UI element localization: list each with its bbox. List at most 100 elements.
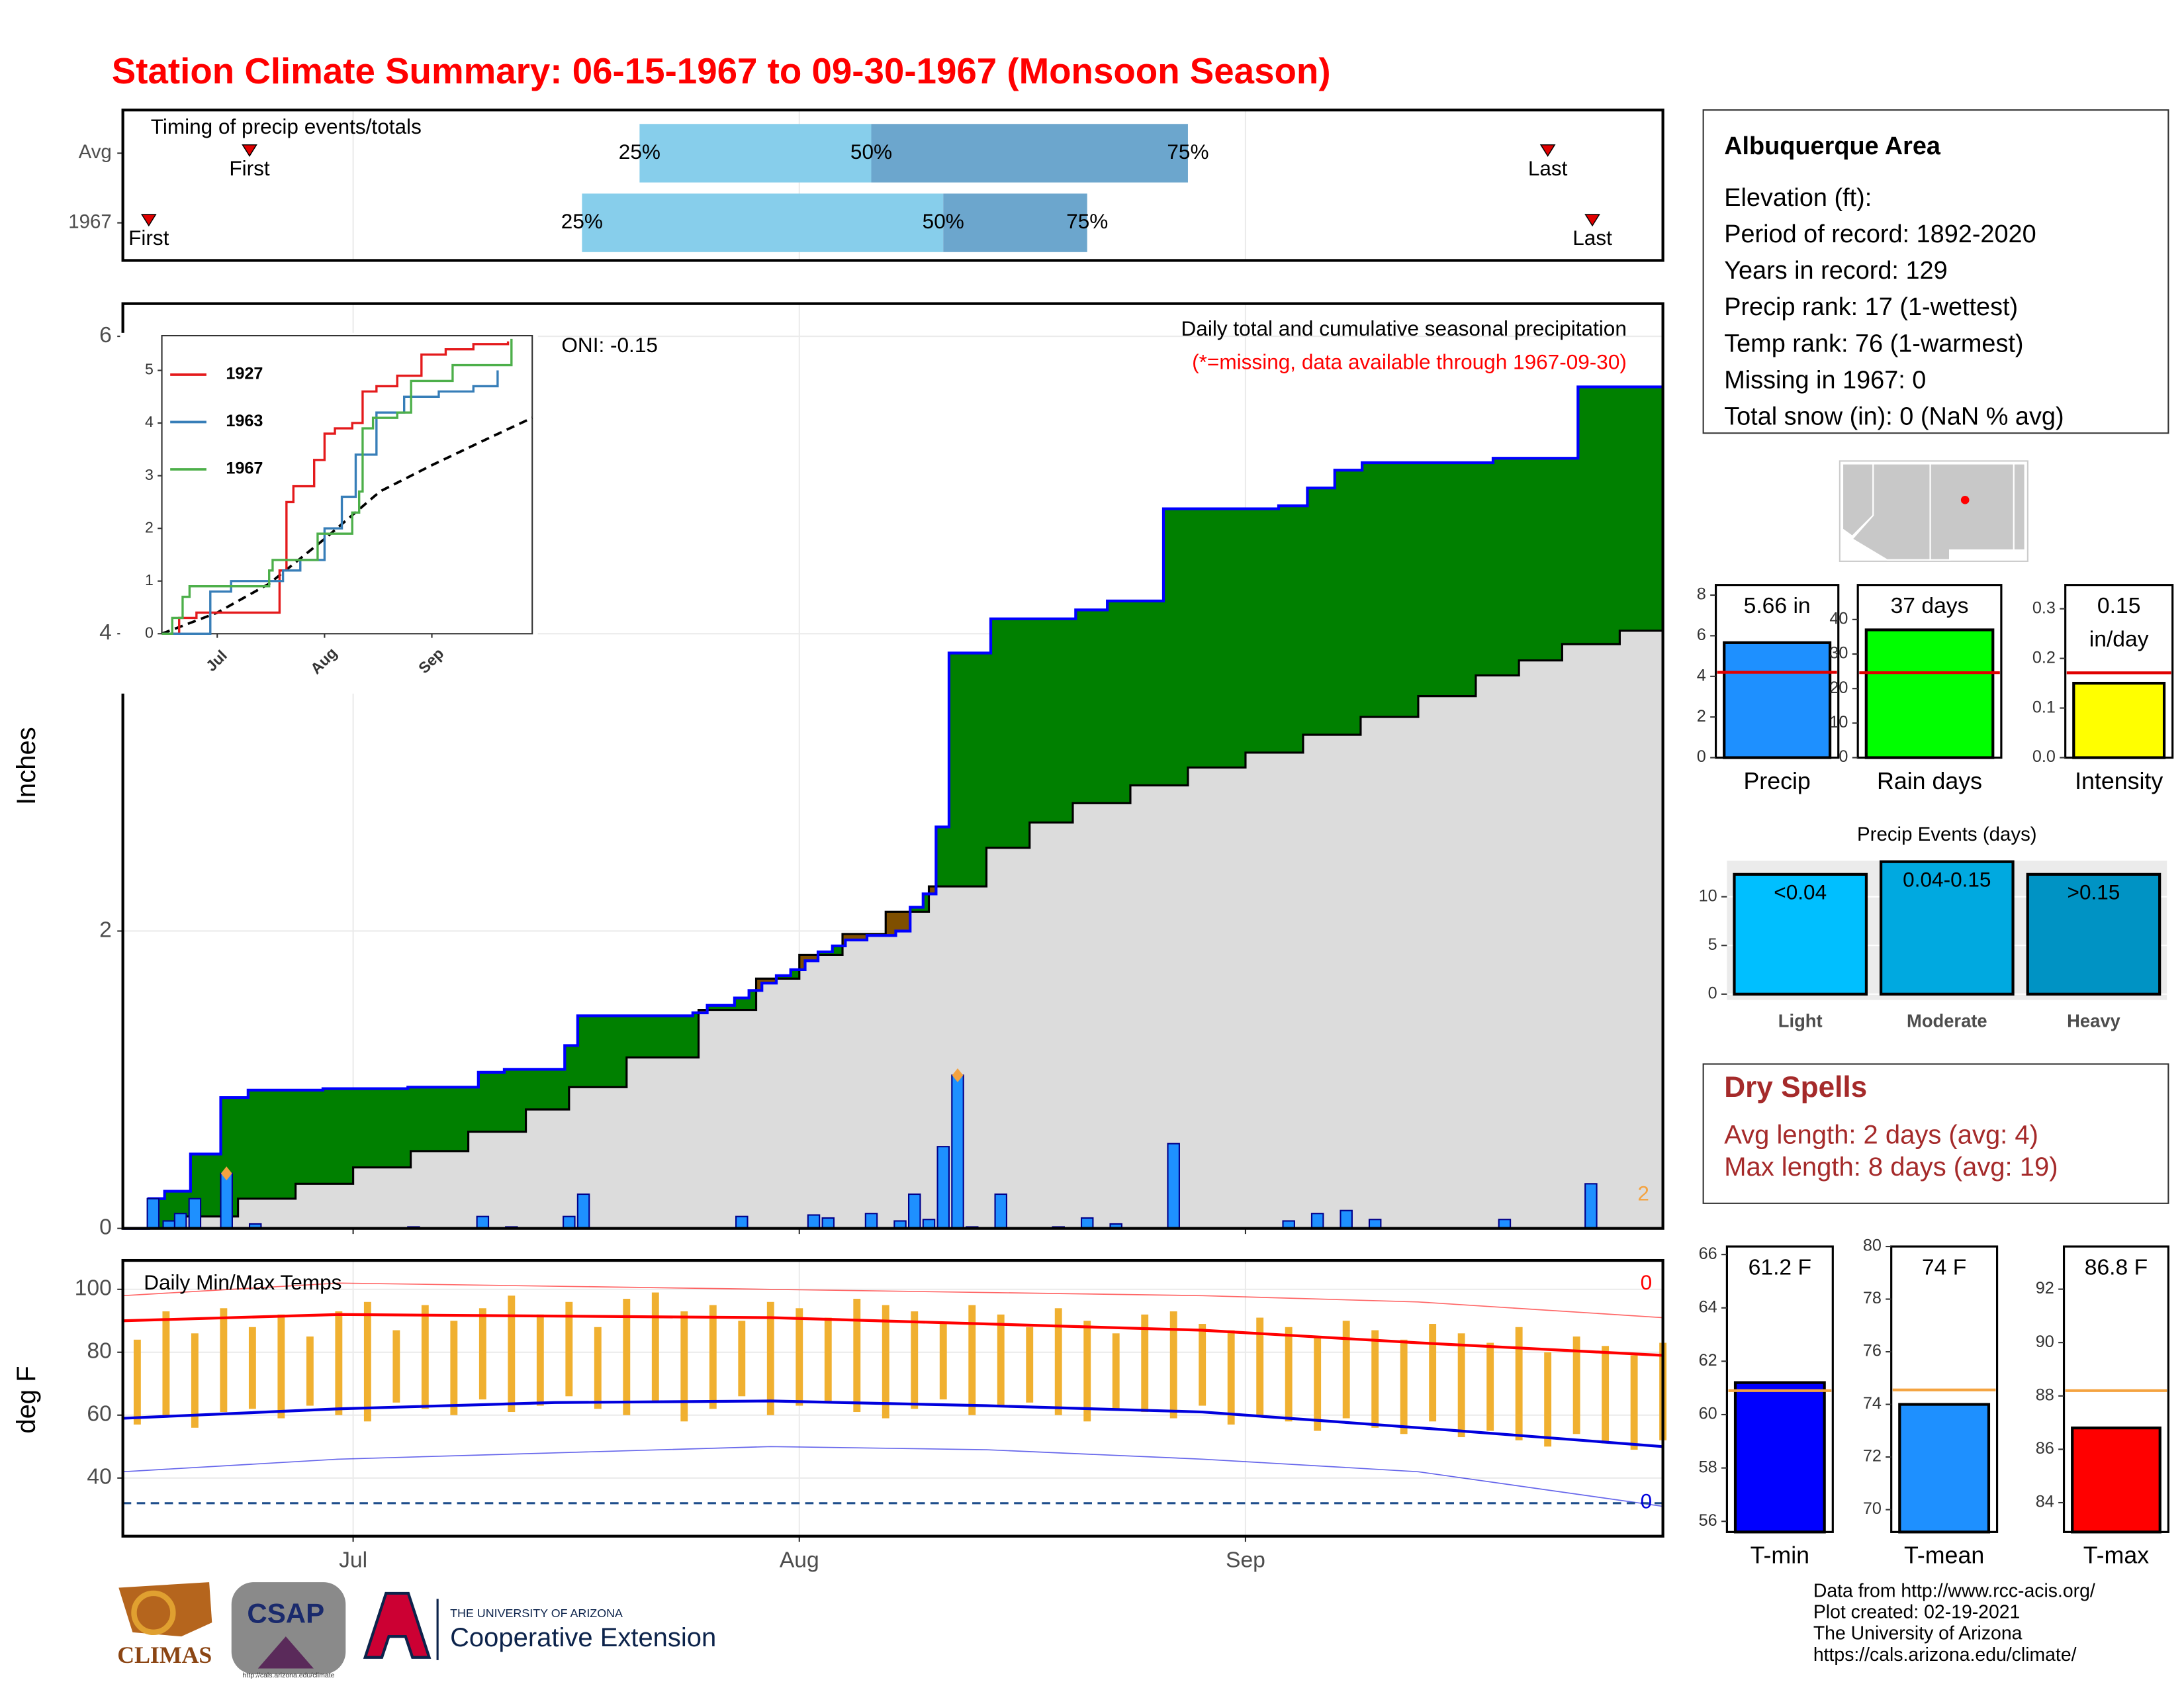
temp-range-bar	[565, 1301, 573, 1397]
temp-range-bar	[1227, 1330, 1235, 1425]
event-label: First	[128, 226, 169, 250]
y-tick-label: 0	[1697, 747, 1706, 766]
event-marker	[242, 144, 257, 158]
bar	[2026, 872, 2161, 996]
category-label: T-mean	[1904, 1542, 1984, 1569]
y-tick-label: 0.0	[2032, 747, 2056, 766]
event-label: Last	[1528, 156, 1568, 180]
info-line: Years in record: 129	[1724, 257, 1947, 285]
temp-range-bar	[133, 1339, 141, 1425]
map-location	[1960, 496, 1970, 504]
temp-range-bar	[478, 1308, 486, 1400]
temp-range-bar	[363, 1301, 371, 1422]
temp-range-bar	[1429, 1324, 1437, 1422]
temp-range-bar	[1054, 1308, 1062, 1415]
y-tick-label: 88	[2036, 1385, 2054, 1404]
y-tick-label: 40	[87, 1465, 111, 1489]
category-label: T-max	[2083, 1542, 2149, 1569]
event-marker	[1584, 214, 1600, 227]
y-tick-label: 74	[1863, 1394, 1882, 1413]
temp-range-bar	[248, 1327, 256, 1409]
temp-range-bar	[191, 1333, 199, 1428]
daily-bar	[576, 1193, 590, 1229]
value-label: 74 F	[1922, 1256, 1966, 1280]
daily-bar	[188, 1197, 202, 1229]
quartile-bar	[943, 193, 1087, 252]
value-label: 37 days	[1891, 594, 1969, 618]
quartile-label: 25%	[561, 209, 603, 233]
info-title: Albuquerque Area	[1724, 132, 1941, 160]
y-tick-label: 0	[145, 624, 154, 641]
y-tick-label: 10	[1829, 713, 1848, 731]
temp-range-bar	[1285, 1327, 1293, 1422]
y-tick-label: 92	[2036, 1279, 2054, 1297]
daily-bar	[936, 1146, 950, 1229]
y-tick-label: 10	[1699, 886, 1717, 905]
temp-range-bar	[882, 1305, 889, 1419]
y-tick-label: 60	[1699, 1405, 1717, 1423]
credit-line: Plot created: 02-19-2021	[1813, 1602, 2021, 1623]
value-label: 86.8 F	[2085, 1256, 2148, 1280]
daily-bar	[146, 1197, 160, 1229]
y-tick-label: 56	[1699, 1511, 1717, 1530]
daily-bar	[1584, 1183, 1598, 1229]
y-tick-label: 2	[1697, 707, 1706, 726]
event-label: First	[229, 156, 270, 180]
record-low-line	[122, 1446, 1663, 1507]
dry-spell-lines: Avg length: 2 days (avg: 4) Max length: 8…	[1724, 1120, 2058, 1181]
csap-name: CSAP	[247, 1598, 324, 1629]
daily-bar	[908, 1193, 921, 1229]
y-tick-label: 80	[87, 1339, 111, 1364]
x-tick-label: Aug	[780, 1548, 819, 1572]
temp-range-bar	[1486, 1342, 1494, 1431]
y-tick-label: 76	[1863, 1342, 1882, 1360]
daily-bar	[994, 1193, 1007, 1229]
series-line	[161, 370, 499, 635]
temp-range-bar	[1572, 1336, 1580, 1434]
quartile-label: 25%	[619, 140, 660, 164]
credit-line: Data from http://www.rcc-acis.org/	[1813, 1580, 2095, 1601]
daily-bar	[563, 1215, 576, 1229]
logos: CLIMAS CSAP http://cals.arizona.edu/clim…	[117, 1582, 716, 1679]
temp-range-bar	[1169, 1311, 1177, 1419]
temp-range-bar	[1371, 1330, 1379, 1428]
temp-range-bar	[651, 1292, 659, 1403]
normal-line	[122, 622, 1664, 1230]
event-label: Last	[1572, 226, 1612, 250]
y-tick-label: 40	[1829, 610, 1848, 628]
value-label: 5.66 in	[1744, 594, 1811, 618]
row-label: 1967	[68, 211, 111, 232]
y-axis-title: deg F	[12, 1366, 41, 1433]
panel-border	[121, 1258, 1664, 1538]
university-name: THE UNIVERSITY OF ARIZONA	[450, 1607, 623, 1620]
daily-bar	[1340, 1209, 1353, 1229]
panel-border	[121, 109, 1664, 262]
temp-range-bar	[1083, 1321, 1091, 1422]
panel-title: Precip Events (days)	[1857, 823, 2037, 845]
temp-range-bar	[911, 1311, 919, 1409]
temp-range-bar	[1112, 1333, 1120, 1409]
y-tick-label: 5	[1708, 935, 1717, 954]
series-line	[161, 341, 510, 635]
y-tick-label: 60	[87, 1402, 111, 1427]
temp-range-bar	[1515, 1327, 1523, 1440]
info-lines: Elevation (ft): Period of record: 1892-20…	[1724, 184, 2064, 431]
temp-range-bar	[450, 1321, 458, 1415]
daily-bar	[735, 1215, 749, 1229]
quartile-label: 75%	[1066, 209, 1108, 233]
x-tick-label: Moderate	[1907, 1011, 1987, 1031]
arizona-logo	[363, 1591, 432, 1659]
category-label: Rain days	[1877, 768, 1982, 794]
category-label: Precip	[1743, 768, 1810, 794]
y-tick-label: 62	[1699, 1351, 1717, 1370]
temp-range-bar	[939, 1324, 947, 1400]
info-line: Elevation (ft):	[1724, 184, 1872, 212]
info-line: Temp rank: 76 (1-warmest)	[1724, 330, 2023, 357]
y-tick-label: 20	[1829, 679, 1848, 697]
climas-name: CLIMAS	[117, 1642, 212, 1668]
range-label: <0.04	[1774, 880, 1827, 904]
temp-range-bar	[536, 1314, 544, 1406]
y-tick-label: 1	[145, 571, 154, 588]
y-tick-label: 70	[1863, 1499, 1882, 1518]
